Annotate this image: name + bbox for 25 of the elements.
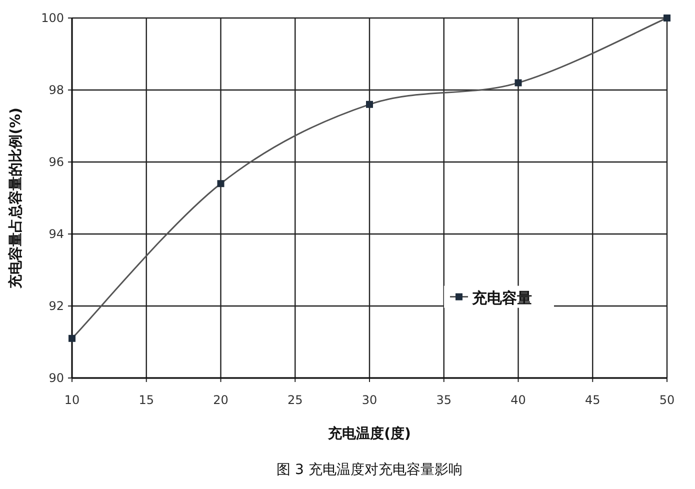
point	[514, 79, 522, 86]
point	[68, 334, 76, 342]
y-tick-label: 90	[48, 371, 64, 385]
x-tick-label: 30	[362, 393, 378, 407]
y-tick-label: 100	[41, 11, 64, 25]
x-tick-label: 40	[510, 393, 526, 407]
x-tick-label: 35	[436, 393, 452, 407]
caption: 图 3 充电温度对充电容量影响	[276, 462, 462, 478]
point	[664, 14, 670, 22]
x-tick-label: 25	[287, 393, 303, 407]
y-tick-label: 96	[48, 155, 64, 169]
legend: 充电容量	[444, 286, 554, 308]
x-tick-label: 45	[584, 393, 600, 407]
x-axis-title: 充电温度(度)	[327, 425, 411, 442]
x-tick-label: 15	[138, 393, 154, 407]
y-tick-label: 98	[48, 83, 64, 97]
x-tick-label: 50	[659, 393, 675, 407]
point	[366, 100, 373, 108]
legend-label: 充电容量	[471, 288, 532, 307]
x-tick-label: 10	[64, 393, 80, 407]
point	[217, 180, 224, 188]
x-tick-label: 20	[213, 393, 228, 407]
y-axis-title: 充电容量占总容量的比例(%)	[7, 108, 24, 290]
y-tick-label: 92	[48, 299, 64, 313]
y-tick-label: 94	[48, 227, 64, 241]
